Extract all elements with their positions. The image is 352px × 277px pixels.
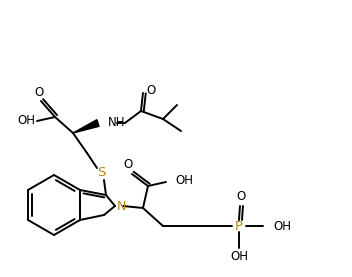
Text: S: S: [97, 166, 105, 179]
Text: O: O: [34, 86, 44, 99]
Text: OH: OH: [273, 219, 291, 232]
Text: N: N: [116, 201, 126, 214]
Text: OH: OH: [230, 250, 248, 263]
Text: OH: OH: [17, 114, 35, 127]
Polygon shape: [73, 120, 99, 133]
Text: O: O: [236, 191, 246, 204]
Text: O: O: [146, 83, 156, 96]
Text: P: P: [235, 219, 243, 232]
Text: NH: NH: [108, 117, 125, 130]
Text: O: O: [123, 158, 133, 171]
Text: OH: OH: [175, 175, 193, 188]
